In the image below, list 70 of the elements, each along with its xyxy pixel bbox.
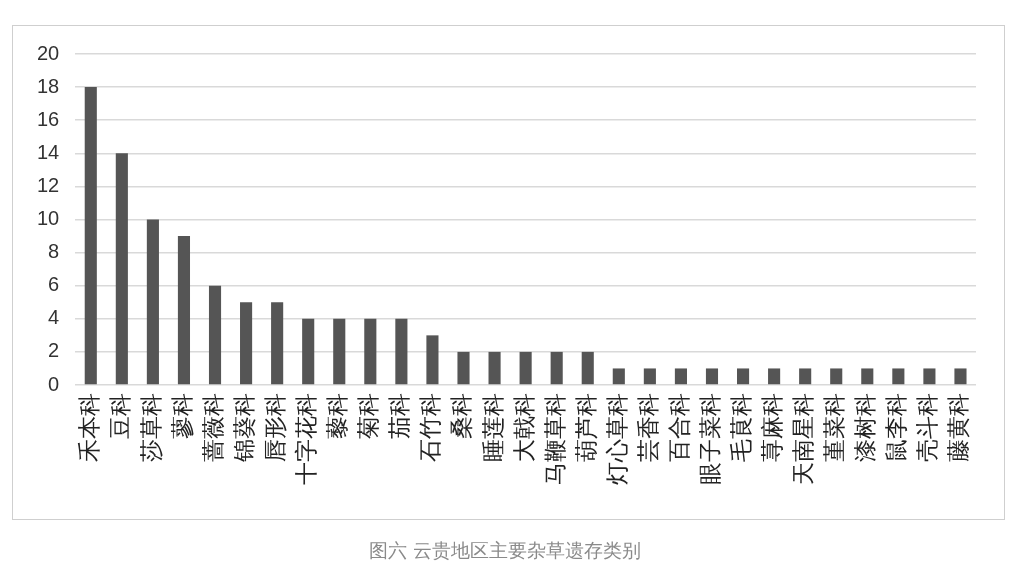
text: 图六 云贵地区主要杂草遗存类别 (367, 538, 642, 563)
bar (768, 368, 781, 385)
x-tick-label: 菊科 (355, 393, 382, 439)
x-tick-label: 藜科 (324, 393, 351, 439)
bar (240, 302, 253, 385)
x-tick-label: 马鞭草科 (541, 393, 568, 485)
x-tick-label: 豆科 (106, 393, 133, 439)
bar (892, 368, 905, 385)
y-tick-label: 14 (37, 140, 60, 163)
x-tick-label: 石竹科 (417, 393, 444, 462)
x-tick-label: 眼子菜科 (696, 393, 723, 485)
bar (146, 219, 159, 385)
bar (302, 318, 315, 385)
x-tick-label: 禾本科 (75, 393, 102, 462)
x-tick-label: 蓼科 (168, 393, 195, 439)
bar (519, 351, 532, 385)
x-tick-label: 天南星科 (790, 393, 817, 485)
x-tick-label: 锦葵科 (231, 393, 258, 463)
y-tick-label: 6 (48, 273, 60, 296)
bar (705, 368, 719, 385)
bar (115, 153, 128, 385)
bar (954, 368, 967, 385)
bar (364, 318, 377, 385)
x-tick-label: 堇菜科 (821, 393, 848, 462)
bar (457, 351, 470, 385)
x-tick-label: 荨麻科 (759, 393, 786, 462)
x-tick-label: 灯心草科 (603, 393, 630, 485)
x-tick-label: 大戟科 (510, 393, 537, 462)
x-tick-label: 藤黄科 (945, 393, 972, 462)
x-tick-label: 蔷薇科 (199, 393, 226, 462)
x-tick-label: 十字花科 (293, 393, 320, 485)
bar (84, 87, 97, 385)
bar (674, 368, 687, 385)
x-tick-label: 睡莲科 (479, 393, 506, 462)
bar (550, 351, 563, 385)
x-tick-label: 茄科 (386, 393, 413, 439)
bar (395, 318, 408, 385)
x-tick-label: 百合科 (665, 393, 692, 462)
bar (736, 368, 750, 385)
x-tick-label: 毛茛科 (728, 393, 755, 462)
y-tick-label: 4 (48, 306, 60, 329)
x-tick-label: 葫芦科 (572, 393, 599, 462)
x-tick-label: 芸香科 (634, 393, 661, 462)
bar (830, 368, 843, 385)
bar (271, 302, 284, 385)
y-tick-label: 18 (37, 74, 60, 97)
bar (799, 368, 812, 385)
bar (612, 368, 625, 385)
bar (177, 236, 191, 385)
bar (426, 335, 439, 385)
bar (923, 368, 936, 385)
x-tick-label: 鼠李科 (883, 393, 910, 462)
y-tick-label: 8 (48, 240, 60, 263)
bar (643, 368, 656, 385)
bar (581, 351, 594, 385)
y-tick-label: 12 (37, 173, 60, 196)
y-tick-label: 0 (48, 372, 60, 395)
x-tick-label: 桑科 (448, 393, 475, 439)
bar (208, 285, 222, 385)
y-tick-label: 20 (37, 41, 60, 64)
y-tick-label: 2 (48, 339, 60, 362)
bar (861, 368, 874, 385)
y-tick-label: 16 (37, 107, 60, 130)
bar (333, 318, 346, 385)
x-tick-label: 唇形科 (262, 393, 289, 462)
bar (488, 351, 501, 385)
x-tick-label: 漆树科 (852, 393, 879, 462)
y-tick-label: 10 (37, 207, 60, 230)
x-tick-label: 莎草科 (137, 393, 164, 462)
x-tick-label: 壳斗科 (914, 393, 941, 462)
